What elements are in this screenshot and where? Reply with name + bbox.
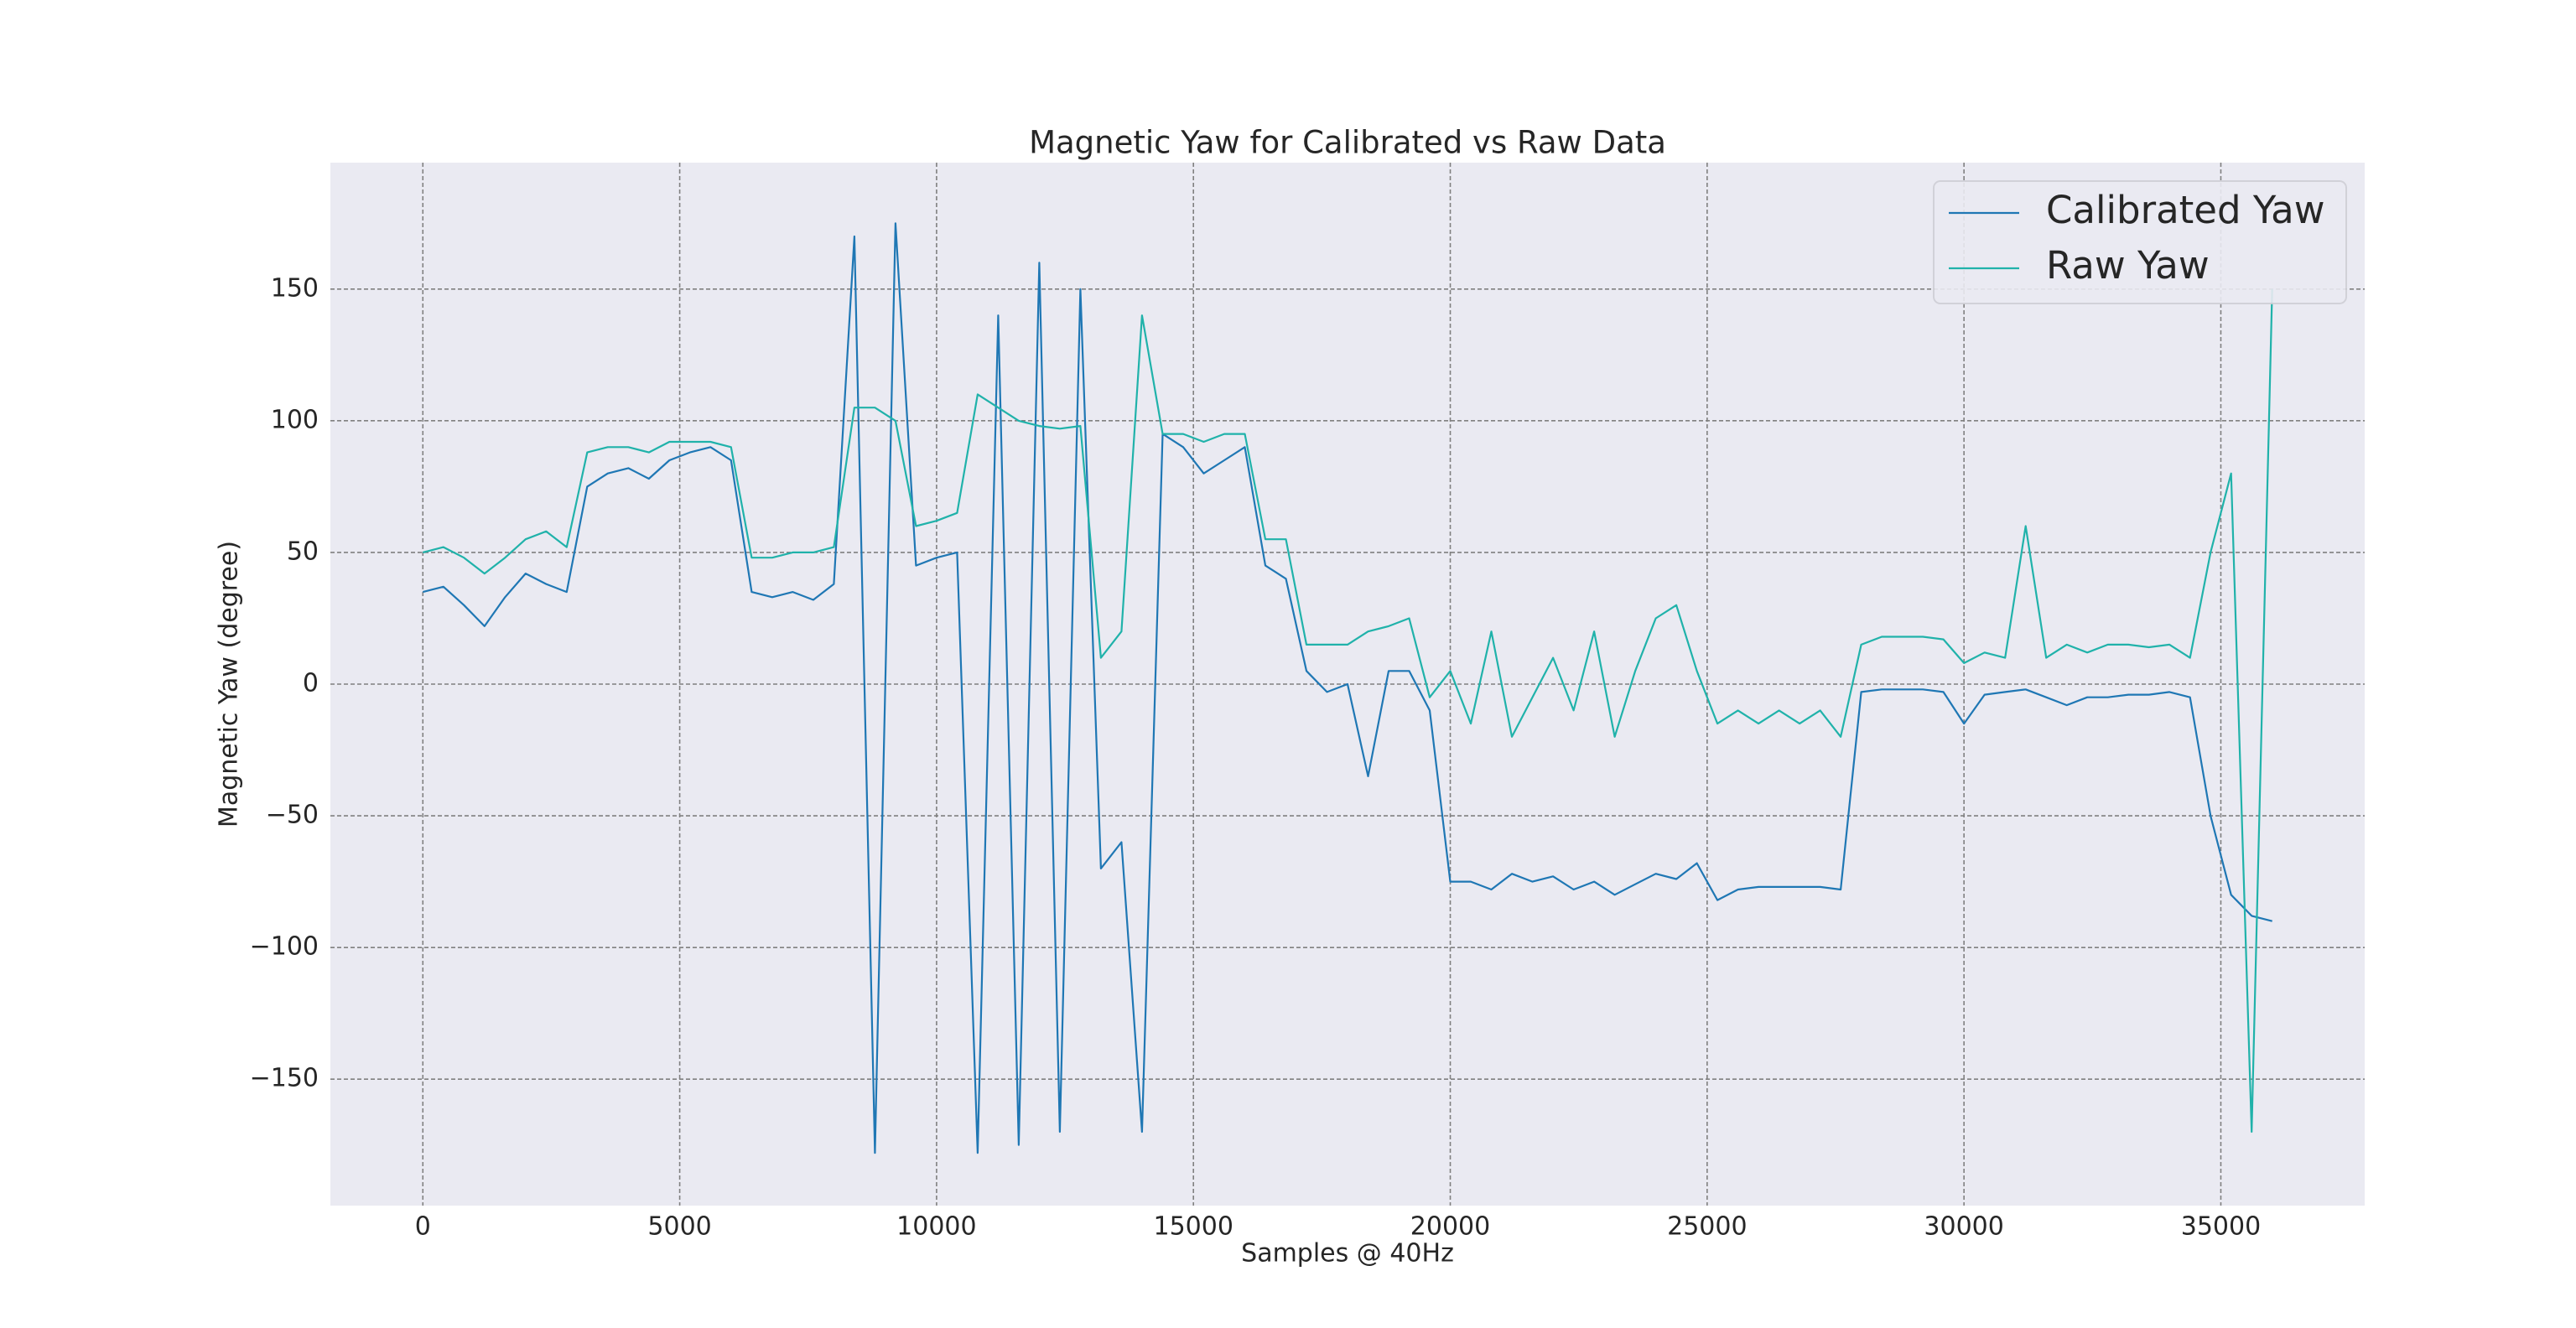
- legend-box: [1933, 180, 2347, 304]
- y-tick-label: −100: [250, 932, 319, 962]
- x-tick-label: 20000: [1410, 1212, 1490, 1242]
- y-tick-label: 0: [303, 669, 319, 698]
- legend-label: Raw Yaw: [2046, 243, 2210, 288]
- y-tick-label: −50: [266, 801, 319, 830]
- legend-label: Calibrated Yaw: [2046, 188, 2325, 232]
- series-line: [423, 222, 2272, 1154]
- x-tick-label: 30000: [1924, 1212, 2003, 1242]
- x-tick-label: 5000: [647, 1212, 711, 1242]
- legend: Calibrated Yaw Raw Yaw: [1933, 180, 2347, 304]
- x-tick-label: 25000: [1667, 1212, 1747, 1242]
- chart-title: Magnetic Yaw for Calibrated vs Raw Data: [1029, 125, 1666, 161]
- lines: [423, 222, 2273, 1154]
- y-tick-label: 50: [287, 537, 319, 566]
- y-axis-label: Magnetic Yaw (degree): [215, 541, 244, 827]
- x-tick-label: 0: [415, 1212, 431, 1242]
- grid: [330, 163, 2365, 1206]
- x-tick-label: 10000: [896, 1212, 976, 1242]
- y-tick-label: 150: [271, 273, 319, 303]
- y-tick-label: 100: [271, 405, 319, 434]
- series-line: [423, 288, 2273, 1133]
- y-tick-label: −150: [250, 1064, 319, 1093]
- x-tick-label: 35000: [2181, 1212, 2261, 1242]
- x-axis-label: Samples @ 40Hz: [1241, 1239, 1454, 1268]
- x-tick-label: 15000: [1153, 1212, 1233, 1242]
